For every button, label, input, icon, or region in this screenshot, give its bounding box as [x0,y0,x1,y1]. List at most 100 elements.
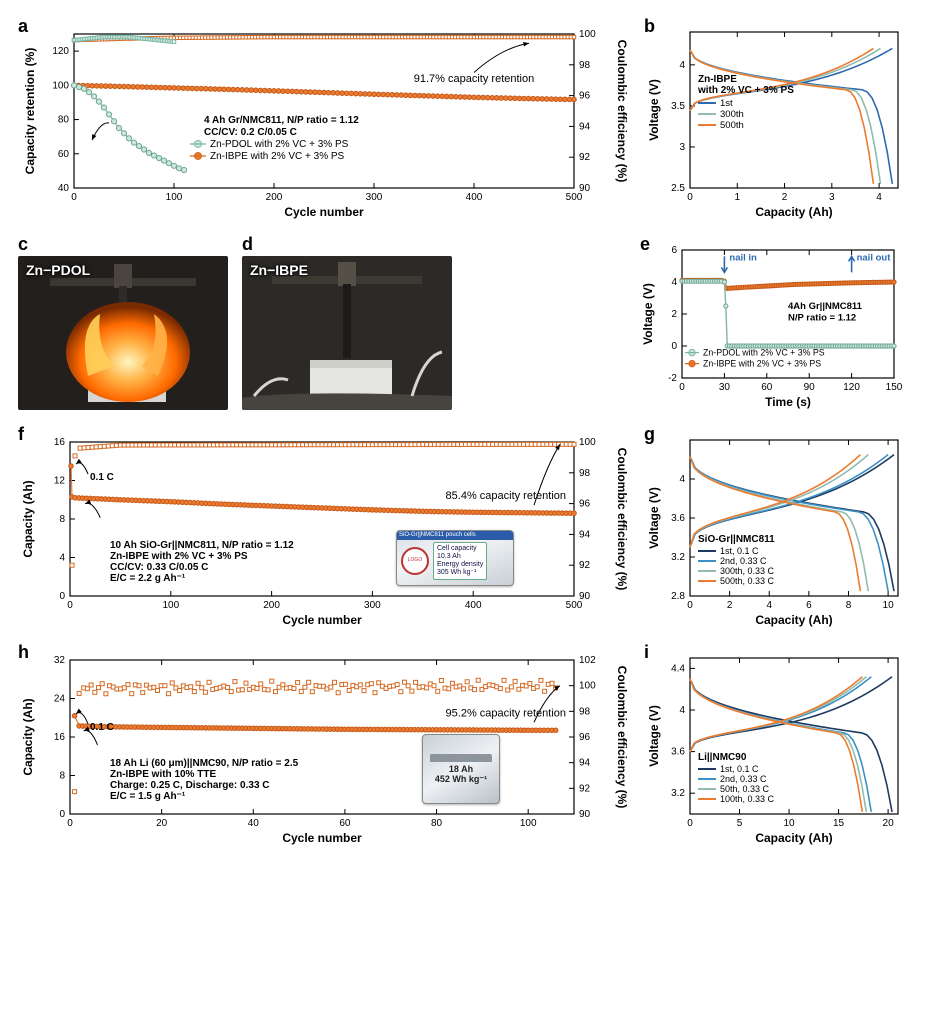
panel-f-label: f [18,424,24,445]
svg-text:Voltage (V): Voltage (V) [641,283,655,345]
svg-text:nail out: nail out [857,252,892,263]
inset-f: SiO-Gr||NMC811 pouch cells LOGO Cell cap… [396,530,514,586]
panel-a: a 0100200300400500Cycle number4060801001… [18,20,630,220]
svg-text:3.6: 3.6 [671,747,685,758]
svg-text:Zn-IBPE with 2% VC + 3% PS: Zn-IBPE with 2% VC + 3% PS [210,151,345,162]
inset-f-spec: Cell capacity 10.3 Ah Energy density 305… [433,542,487,580]
svg-text:200: 200 [266,192,283,203]
svg-text:2: 2 [727,600,733,611]
chart-h: 020406080100Cycle number08162432Capacity… [18,646,630,846]
svg-text:Zn-PDOL with 2% VC + 3% PS: Zn-PDOL with 2% VC + 3% PS [210,139,349,150]
svg-text:0: 0 [59,809,65,820]
svg-text:8: 8 [846,600,852,611]
panel-i: i 05101520Capacity (Ah)3.23.644.4Voltage… [644,646,908,846]
svg-text:500th, 0.33 C: 500th, 0.33 C [720,576,775,586]
svg-text:0: 0 [687,600,693,611]
inset-f-title: SiO-Gr||NMC811 pouch cells [397,531,513,540]
svg-text:16: 16 [54,437,66,448]
svg-text:92: 92 [579,560,591,571]
svg-text:40: 40 [58,183,70,194]
svg-text:8: 8 [59,514,65,525]
panel-e-label: e [640,234,650,255]
svg-text:0: 0 [671,341,677,352]
panel-i-label: i [644,642,649,663]
svg-text:0: 0 [679,382,685,393]
svg-text:Cycle number: Cycle number [284,205,364,219]
svg-text:Zn-IBPE with 10% TTE: Zn-IBPE with 10% TTE [110,769,216,780]
inset-f-logo: LOGO [401,547,429,575]
svg-text:Cycle number: Cycle number [282,831,362,845]
svg-text:2: 2 [671,309,677,320]
svg-text:3: 3 [829,192,835,203]
spacer-cd-e [466,238,626,410]
panel-h-label: h [18,642,29,663]
svg-text:Capacity retention (%): Capacity retention (%) [23,48,37,175]
svg-text:Cycle number: Cycle number [282,613,362,627]
svg-text:300: 300 [366,192,383,203]
svg-text:Zn-IBPE: Zn-IBPE [698,74,737,85]
svg-text:12: 12 [54,476,66,487]
svg-text:0.1 C: 0.1 C [90,472,114,483]
svg-text:0: 0 [67,600,73,611]
svg-text:120: 120 [843,382,860,393]
svg-text:20: 20 [156,818,168,829]
svg-text:10: 10 [883,600,895,611]
svg-text:Charge: 0.25 C, Discharge: 0.3: Charge: 0.25 C, Discharge: 0.33 C [110,780,270,791]
svg-text:96: 96 [579,499,591,510]
svg-text:80: 80 [58,115,70,126]
svg-text:0.1 C: 0.1 C [90,722,114,733]
svg-text:94: 94 [579,529,591,540]
svg-text:3: 3 [679,142,685,153]
photo-d-caption: Zn−IBPE [250,262,308,278]
svg-text:4: 4 [59,553,65,564]
svg-text:91.7% capacity retention: 91.7% capacity retention [414,73,534,85]
svg-text:-2: -2 [668,373,677,384]
svg-text:2nd, 0.33 C: 2nd, 0.33 C [720,774,767,784]
panel-d-label: d [242,234,253,255]
svg-text:4Ah Gr||NMC811: 4Ah Gr||NMC811 [788,301,863,312]
svg-text:4: 4 [679,705,685,716]
chart-a: 0100200300400500Cycle number406080100120… [18,20,630,220]
svg-text:90: 90 [579,183,591,194]
svg-text:1st: 1st [720,98,733,109]
svg-text:100: 100 [52,80,69,91]
panel-c: c [18,238,228,410]
svg-text:16: 16 [54,732,66,743]
svg-text:90: 90 [579,591,591,602]
svg-text:Coulombic efficiency (%): Coulombic efficiency (%) [615,666,629,809]
svg-text:2nd, 0.33 C: 2nd, 0.33 C [720,556,767,566]
svg-text:100th, 0.33 C: 100th, 0.33 C [720,794,775,804]
svg-text:3.2: 3.2 [671,552,685,563]
svg-text:4: 4 [679,474,685,485]
panel-g-label: g [644,424,655,445]
svg-text:80: 80 [431,818,443,829]
svg-text:Capacity (Ah): Capacity (Ah) [755,613,832,627]
panel-b-label: b [644,16,655,37]
svg-text:90: 90 [579,809,591,820]
svg-text:96: 96 [579,732,591,743]
svg-text:300th, 0.33 C: 300th, 0.33 C [720,566,775,576]
svg-text:98: 98 [579,706,591,717]
svg-text:50th, 0.33 C: 50th, 0.33 C [720,784,770,794]
svg-text:100: 100 [166,192,183,203]
svg-text:1st, 0.1 C: 1st, 0.1 C [720,546,759,556]
svg-text:100: 100 [579,681,596,692]
svg-text:94: 94 [579,121,591,132]
svg-text:Voltage (V): Voltage (V) [647,79,661,141]
svg-text:5: 5 [737,818,743,829]
svg-text:4: 4 [679,60,685,71]
panel-f: f 0100200300400500Cycle number0481216Cap… [18,428,630,628]
panel-b: b 01234Capacity (Ah)2.533.54Voltage (V)Z… [644,20,908,220]
svg-text:98: 98 [579,468,591,479]
svg-text:Voltage (V): Voltage (V) [647,705,661,767]
svg-text:10 Ah SiO-Gr||NMC811, N/P rati: 10 Ah SiO-Gr||NMC811, N/P ratio = 1.12 [110,540,294,551]
svg-text:N/P ratio = 1.12: N/P ratio = 1.12 [788,312,856,323]
svg-text:32: 32 [54,655,66,666]
inset-h-line2: 452 Wh kg⁻¹ [435,774,487,784]
svg-text:4: 4 [876,192,882,203]
svg-text:300th: 300th [720,109,744,120]
figure-grid: a 0100200300400500Cycle number4060801001… [0,0,939,870]
svg-text:92: 92 [579,152,591,163]
photo-d: Zn−IBPE [242,256,452,410]
chart-f: 0100200300400500Cycle number0481216Capac… [18,428,630,628]
